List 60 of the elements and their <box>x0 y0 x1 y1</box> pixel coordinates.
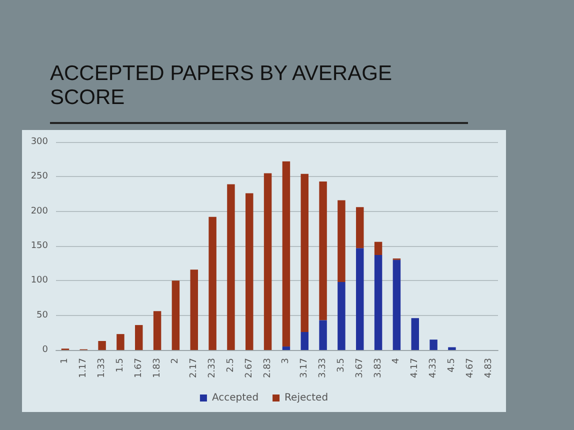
bar <box>98 340 106 350</box>
y-tick-label: 250 <box>30 172 48 182</box>
bar <box>190 270 198 350</box>
x-tick-label: 4.67 <box>465 358 476 378</box>
bar <box>300 174 308 332</box>
x-tick-label: 2.17 <box>189 358 200 378</box>
bar <box>411 318 419 350</box>
legend-label: Accepted <box>212 392 259 404</box>
x-tick-label: 1.5 <box>115 358 126 372</box>
bar <box>116 334 124 350</box>
x-tick-label: 1.33 <box>97 358 108 378</box>
y-tick-label: 0 <box>42 345 48 355</box>
bar <box>338 200 346 282</box>
x-tick-label: 1.83 <box>152 358 162 378</box>
x-tick-label: 2.67 <box>244 358 254 378</box>
x-tick-label: 4 <box>392 358 402 364</box>
bar <box>172 280 180 350</box>
y-tick-label: 50 <box>36 310 48 320</box>
x-tick-label: 3.83 <box>373 358 384 378</box>
bar <box>448 347 456 350</box>
bar <box>135 325 143 350</box>
legend-label: Rejected <box>284 392 328 404</box>
bar <box>300 332 308 350</box>
x-tick-label: 2.83 <box>262 358 273 378</box>
x-tick-label: 1.67 <box>134 358 144 378</box>
y-tick-label: 200 <box>30 206 48 216</box>
bar <box>338 282 346 350</box>
x-tick-label: 3.67 <box>354 358 365 378</box>
bar <box>227 184 235 350</box>
x-tick-label: 4.83 <box>484 358 494 378</box>
bar <box>246 193 254 350</box>
x-tick-label: 3.33 <box>318 358 328 378</box>
x-tick-label: 3.17 <box>300 358 310 378</box>
bar <box>319 182 327 320</box>
x-tick-label: 4.5 <box>446 358 457 372</box>
bar <box>374 242 382 256</box>
bar <box>392 260 401 350</box>
bar <box>264 173 272 350</box>
chart-title: ACCEPTED PAPERS BY AVERAGE SCORE <box>50 62 468 124</box>
bar <box>282 346 290 350</box>
x-tick-label: 1.17 <box>78 358 89 378</box>
x-tick-label: 1 <box>60 358 70 364</box>
x-tick-label: 4.17 <box>410 358 420 378</box>
y-tick-label: 300 <box>30 137 48 147</box>
bar <box>374 255 382 350</box>
bar <box>356 248 364 350</box>
x-tick-label: 3.5 <box>336 358 346 372</box>
x-tick-label: 4.33 <box>428 358 439 378</box>
y-tick-label: 150 <box>30 241 48 251</box>
bar <box>208 216 216 350</box>
x-tick-label: 3 <box>281 358 292 364</box>
y-tick-label: 100 <box>30 276 48 286</box>
bar <box>356 207 364 248</box>
bar <box>282 161 290 347</box>
x-tick-label: 2.5 <box>226 358 236 372</box>
bar <box>430 340 438 350</box>
x-tick-label: 2 <box>170 358 181 364</box>
bar <box>153 311 162 350</box>
x-tick-label: 2.33 <box>208 358 218 378</box>
bar <box>319 320 327 350</box>
